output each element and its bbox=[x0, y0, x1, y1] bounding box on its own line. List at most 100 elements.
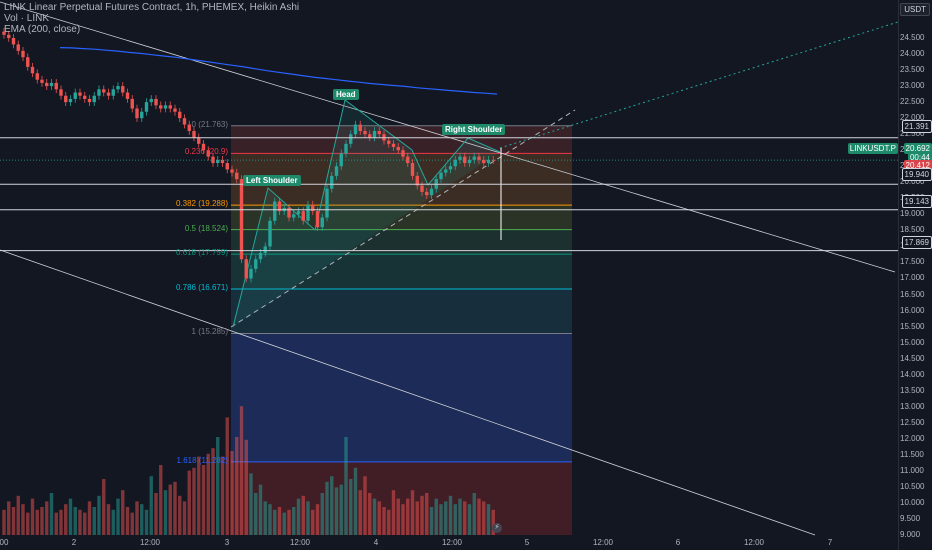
volume-bar bbox=[135, 501, 139, 535]
candle-body bbox=[45, 82, 49, 87]
volume-bar bbox=[111, 509, 115, 535]
candle-body bbox=[263, 246, 267, 253]
candle-body bbox=[121, 86, 125, 93]
candle-body bbox=[244, 259, 248, 279]
countdown-tag: 00:44 bbox=[907, 152, 932, 163]
price-tick-label: 11.500 bbox=[900, 449, 924, 459]
fib-label: 0.618 (17.759) bbox=[175, 248, 228, 258]
candle-body bbox=[482, 159, 486, 164]
price-tick-label: 9.500 bbox=[900, 513, 921, 523]
candle-body bbox=[149, 98, 153, 103]
time-tick-label: 2 bbox=[71, 538, 77, 547]
volume-bar bbox=[296, 498, 301, 535]
hline-tag-1: 21.391 bbox=[901, 120, 932, 133]
volume-bar bbox=[420, 495, 424, 535]
last-price-tag: 20.692 bbox=[903, 143, 932, 154]
candle-body bbox=[439, 172, 443, 180]
price-tick-label: 15.000 bbox=[900, 337, 925, 347]
lightning-icon[interactable]: ⚡ bbox=[492, 523, 502, 533]
time-tick-label: 5 bbox=[524, 538, 530, 547]
candle-body bbox=[16, 44, 20, 51]
currency-label[interactable]: USDT bbox=[900, 3, 930, 16]
candle-body bbox=[59, 89, 63, 96]
volume-bar bbox=[178, 495, 182, 535]
candle-body bbox=[429, 188, 434, 196]
volume-bar bbox=[406, 498, 410, 535]
candle-body bbox=[463, 156, 467, 164]
candle-body bbox=[391, 143, 396, 148]
volume-bar bbox=[211, 448, 215, 535]
hline-tag-4: 17.869 bbox=[901, 236, 932, 249]
candle-body bbox=[467, 159, 472, 164]
volume-bar bbox=[201, 465, 206, 535]
candle-body bbox=[368, 134, 372, 138]
volume-bar bbox=[235, 437, 239, 535]
price-tick-label: 24.500 bbox=[900, 33, 925, 42]
price-tick-label: 13.500 bbox=[900, 385, 925, 395]
trendline-upper bbox=[0, 1, 896, 273]
volume-bar bbox=[439, 504, 443, 535]
volume-bar bbox=[339, 484, 343, 535]
candle-body bbox=[130, 98, 134, 109]
volume-bar bbox=[16, 495, 20, 535]
candle-body bbox=[311, 204, 315, 212]
volume-bar bbox=[486, 504, 491, 535]
volume-bar bbox=[144, 509, 149, 535]
right-shoulder-label[interactable]: Right Shoulder bbox=[442, 124, 506, 135]
candle-body bbox=[358, 124, 362, 131]
candle-body bbox=[239, 179, 244, 260]
candle-body bbox=[292, 214, 296, 218]
candle-body bbox=[230, 169, 234, 173]
price-scale[interactable] bbox=[898, 0, 932, 550]
price-tick-label: 15.500 bbox=[900, 321, 925, 331]
candle-body bbox=[353, 124, 358, 135]
legend-ema: EMA (200, close) bbox=[4, 24, 81, 35]
price-tick-label: 14.000 bbox=[900, 369, 925, 379]
volume-bar bbox=[410, 490, 415, 535]
candle-body bbox=[296, 211, 301, 215]
candle-body bbox=[68, 98, 73, 103]
time-tick-label: 12:00 bbox=[441, 538, 463, 547]
volume-bar bbox=[477, 498, 481, 535]
volume-bar bbox=[358, 490, 362, 535]
volume-bar bbox=[35, 509, 39, 535]
candle-body bbox=[73, 92, 77, 99]
volume-bar bbox=[106, 504, 111, 535]
candle-body bbox=[40, 79, 44, 83]
price-tick-label: 24.000 bbox=[900, 49, 925, 59]
volume-bar bbox=[216, 437, 220, 535]
candle-body bbox=[372, 130, 377, 138]
candle-body bbox=[225, 163, 229, 170]
candle-body bbox=[453, 159, 457, 167]
candle-body bbox=[415, 175, 419, 186]
candle-body bbox=[182, 118, 187, 125]
volume-bar bbox=[45, 501, 49, 535]
price-tick-label: 16.000 bbox=[900, 305, 925, 315]
price-tick-label: 13.000 bbox=[900, 401, 925, 411]
candle-body bbox=[187, 124, 191, 131]
candle-body bbox=[97, 89, 101, 96]
candle-body bbox=[268, 220, 272, 247]
candle-body bbox=[258, 252, 263, 260]
left-shoulder-label[interactable]: Left Shoulder bbox=[243, 175, 301, 186]
candle-body bbox=[406, 156, 410, 164]
candle-body bbox=[249, 268, 253, 279]
candle-body bbox=[144, 102, 149, 112]
candle-body bbox=[334, 166, 339, 176]
candle-body bbox=[306, 204, 310, 221]
volume-bar bbox=[149, 476, 153, 535]
volume-bar bbox=[102, 479, 106, 535]
volume-bar bbox=[268, 504, 272, 535]
volume-bar bbox=[263, 501, 267, 535]
candle-body bbox=[92, 95, 96, 103]
time-tick-label: 12:00 bbox=[289, 538, 311, 547]
price-tick-label: 22.500 bbox=[900, 97, 925, 107]
volume-bar bbox=[206, 453, 210, 535]
candle-body bbox=[277, 201, 282, 212]
volume-bar bbox=[292, 507, 296, 535]
fib-label: 0.236 (20.9) bbox=[184, 147, 228, 157]
head-label[interactable]: Head bbox=[333, 89, 359, 100]
volume-bar bbox=[429, 507, 434, 535]
volume-bar bbox=[415, 501, 419, 535]
